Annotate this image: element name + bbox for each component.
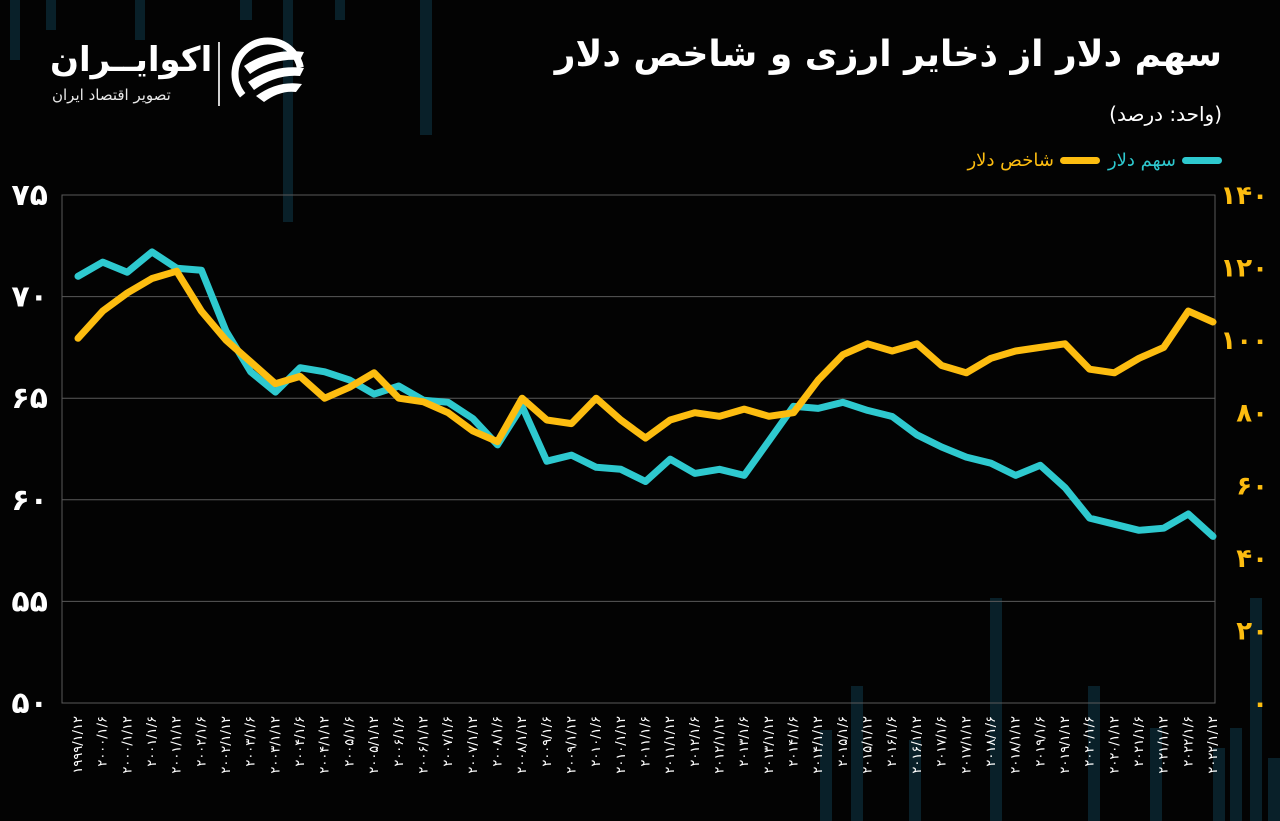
plot-frame (61, 194, 1216, 704)
x-tick-label: ۲۰۰۴/۱/۶ (293, 716, 308, 767)
x-tick-label: ۲۰۱۶/۱/۶ (885, 716, 900, 767)
x-tick-label: ۲۰۱۷/۱/۱۲ (959, 716, 974, 774)
x-tick-label: ۲۰۱۰/۱/۱۲ (614, 716, 629, 774)
x-tick-label: ۲۰۱۸/۱/۱۲ (1009, 716, 1024, 774)
x-tick-label: ۲۰۲۰/۱/۶ (1083, 716, 1098, 767)
x-tick-label: ۲۰۰۸/۱/۶ (490, 716, 505, 767)
x-tick-label: ۲۰۱۹/۱/۶ (1033, 716, 1048, 767)
y-left-tick: ۶۰ (11, 483, 48, 518)
y-right-tick: ۱۴۰ (1220, 181, 1268, 211)
x-tick-label: ۲۰۰۱/۱/۱۲ (170, 716, 185, 774)
legend-label-dollar-share: سهم دلار (1107, 150, 1176, 171)
x-tick-label: ۲۰۱۱/۱/۱۲ (663, 716, 678, 774)
x-tick-label: ۲۰۰۶/۱/۱۲ (416, 716, 431, 774)
x-tick-label: ۲۰۰۰/۱/۶ (96, 716, 111, 767)
legend-label-dollar-index: شاخص دلار (967, 150, 1054, 171)
legend-swatch-yellow (1059, 157, 1100, 164)
x-tick-label: ۲۰۱۶/۱/۱۲ (910, 716, 925, 774)
x-tick-label: ۲۰۱۱/۱/۶ (639, 716, 654, 767)
y-left-tick: ۷۰ (11, 280, 48, 315)
x-tick-label: ۲۰۰۹/۱/۶ (540, 716, 555, 767)
x-tick-label: ۲۰۱۲/۱/۱۲ (713, 716, 728, 774)
x-tick-label: ۲۰۲۲/۱/۱۲ (1206, 716, 1221, 774)
legend-item-dollar-index: شاخص دلار (967, 150, 1100, 171)
x-tick-label: ۲۰۱۵/۱/۱۲ (861, 716, 876, 774)
logo-separator (218, 42, 220, 106)
chart-unit: (واحد: درصد) (1109, 102, 1222, 126)
x-tick-label: ۲۰۲۲/۱/۶ (1181, 716, 1196, 767)
x-tick-label: ۲۰۲۰/۱/۱۲ (1107, 716, 1122, 774)
x-tick-label: ۲۰۰۱/۱/۶ (145, 716, 160, 767)
x-tick-label: ۲۰۱۵/۱/۶ (836, 716, 851, 767)
x-tick-label: ۲۰۱۳/۱/۶ (737, 716, 752, 767)
legend-swatch-teal (1182, 157, 1222, 164)
series-dollar-share-line (74, 248, 1217, 540)
y-right-tick: ۱۲۰ (1220, 254, 1268, 284)
logo-name: اکوایــران (50, 40, 213, 80)
logo: اکوایــران تصویر اقتصاد ایران (40, 36, 320, 116)
x-tick-label: ۲۰۱۷/۱/۶ (935, 716, 950, 767)
x-tick-label: ۲۰۰۳/۱/۶ (244, 716, 259, 767)
x-tick-label: ۱۹۹۹/۱/۱۲ (71, 716, 86, 774)
x-tick-label: ۲۰۰۷/۱/۶ (441, 716, 456, 767)
x-tick-label: ۲۰۱۲/۱/۶ (688, 716, 703, 767)
x-tick-label: ۲۰۱۹/۱/۱۲ (1058, 716, 1073, 774)
x-tick-label: ۲۰۲۱/۱/۶ (1132, 716, 1147, 767)
y-left-tick: ۵۵ (11, 584, 48, 619)
x-tick-label: ۲۰۰۸/۱/۱۲ (515, 716, 530, 774)
x-tick-label: ۲۰۲۱/۱/۱۲ (1157, 716, 1172, 774)
x-tick-label: ۲۰۰۴/۱/۱۲ (318, 716, 333, 774)
x-tick-label: ۲۰۱۴/۱/۱۲ (811, 716, 826, 774)
legend-item-dollar-share: سهم دلار (1108, 150, 1222, 171)
x-tick-label: ۲۰۱۰/۱/۶ (589, 716, 604, 767)
x-tick-label: ۲۰۰۹/۱/۱۲ (564, 716, 579, 774)
x-tick-label: ۲۰۰۳/۱/۱۲ (268, 716, 283, 774)
y-right-tick: ۶۰ (1236, 471, 1268, 501)
logo-mark-icon (231, 37, 305, 111)
y-right-tick: ۰ (1252, 689, 1268, 719)
y-left-tick: ۷۵ (11, 178, 48, 213)
y-right-tick: ۱۰۰ (1220, 326, 1268, 356)
logo-subtitle: تصویر اقتصاد ایران (52, 86, 171, 104)
legend: سهم دلار شاخص دلار (967, 150, 1222, 171)
y-right-tick: ۴۰ (1236, 544, 1268, 574)
x-tick-label: ۲۰۱۸/۱/۶ (984, 716, 999, 767)
y-right-tick: ۲۰ (1236, 616, 1268, 646)
x-tick-label: ۲۰۰۵/۱/۶ (342, 716, 357, 767)
x-tick-label: ۲۰۰۲/۱/۶ (194, 716, 209, 767)
x-tick-label: ۲۰۰۵/۱/۱۲ (367, 716, 382, 774)
y-left-tick: ۵۰ (11, 686, 48, 721)
y-right-tick: ۸۰ (1236, 399, 1268, 429)
x-tick-label: ۲۰۰۶/۱/۶ (392, 716, 407, 767)
series-dollar-index-line (74, 267, 1217, 446)
x-tick-label: ۲۰۱۳/۱/۱۲ (762, 716, 777, 774)
chart-title: سهم دلار از ذخایر ارزی و شاخص دلار (554, 34, 1222, 75)
x-tick-label: ۲۰۰۲/۱/۱۲ (219, 716, 234, 774)
x-tick-label: ۲۰۰۷/۱/۱۲ (466, 716, 481, 774)
x-tick-label: ۲۰۰۰/۱/۱۲ (120, 716, 135, 774)
x-tick-label: ۲۰۱۴/۱/۶ (787, 716, 802, 767)
y-left-tick: ۶۵ (11, 381, 48, 416)
